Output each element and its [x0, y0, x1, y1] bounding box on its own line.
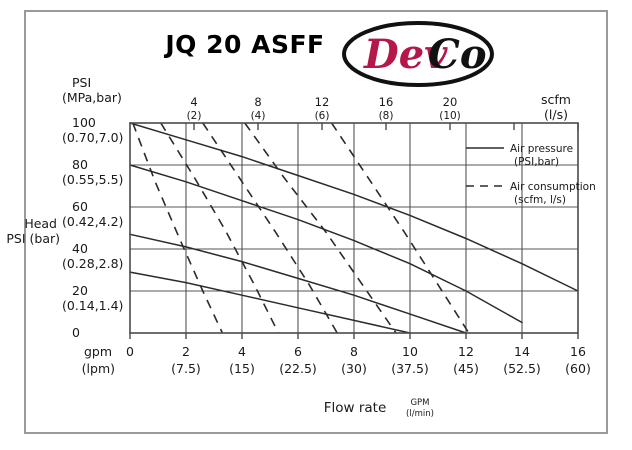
x-tick-primary: 4	[238, 344, 246, 359]
y-tick-secondary: (0.28,2.8)	[62, 256, 123, 271]
y-axis-unit-primary: PSI	[72, 75, 91, 90]
tick-marks-layer	[129, 123, 579, 339]
x-tick-secondary: (15)	[229, 361, 255, 376]
x-top-tick-secondary: (8)	[379, 110, 394, 122]
y-tick-secondary: (0.70,7.0)	[62, 130, 123, 145]
y-tick-primary: 80	[72, 157, 88, 172]
x-tick-primary: 14	[514, 344, 530, 359]
x-axis-unit-primary: gpm	[84, 344, 112, 359]
air-pressure-curve	[129, 271, 411, 334]
x-tick-primary: 16	[570, 344, 586, 359]
x-tick-primary: 6	[294, 344, 302, 359]
air-consumption-curve	[244, 122, 397, 334]
logo-text-co: Co	[428, 31, 487, 78]
x-axis-caption-unit1: GPM	[410, 398, 429, 408]
axis-labels-layer: PSI(MPa,bar)100(0.70,7.0)80(0.55,5.5)60(…	[6, 75, 590, 419]
x-tick-primary: 12	[458, 344, 474, 359]
y-tick-primary: 60	[72, 199, 88, 214]
x-tick-secondary: (37.5)	[391, 361, 429, 376]
legend-label-secondary: (scfm, l/s)	[514, 194, 566, 206]
y-axis-caption-line2: PSI (bar)	[6, 231, 60, 246]
x-tick-secondary: (22.5)	[279, 361, 317, 376]
x-top-tick-primary: 12	[315, 95, 330, 109]
x-tick-secondary: (52.5)	[503, 361, 541, 376]
y-axis-caption-line1: Head	[24, 216, 57, 231]
y-tick-secondary: (0.55,5.5)	[62, 172, 123, 187]
logo-ellipse	[342, 21, 494, 87]
x-tick-secondary: (60)	[565, 361, 591, 376]
x-top-tick-secondary: (2)	[187, 110, 202, 122]
x-tick-secondary: (30)	[341, 361, 367, 376]
x-top-tick-primary: 20	[443, 95, 458, 109]
y-tick-secondary: (0.14,1.4)	[62, 298, 123, 313]
x-top-tick-secondary: (4)	[251, 110, 266, 122]
x-tick-primary: 2	[182, 344, 190, 359]
plot-frame	[129, 122, 579, 334]
air-pressure-curve	[129, 233, 467, 334]
x-top-tick-secondary: (6)	[315, 110, 330, 122]
curves-layer	[129, 122, 579, 334]
chart-legend: Air pressure(PSI,bar) Air consumption(scf…	[466, 143, 596, 206]
x-top-tick-primary: 8	[254, 95, 261, 109]
x-top-unit-primary: scfm	[541, 92, 571, 107]
x-axis-caption: Flow rate	[324, 400, 387, 416]
legend-label-primary: Air consumption	[510, 181, 596, 193]
x-top-tick-primary: 4	[190, 95, 197, 109]
air-consumption-curve	[132, 122, 224, 334]
y-tick-primary: 40	[72, 241, 88, 256]
y-tick-primary: 100	[72, 115, 96, 130]
air-pressure-curve	[129, 164, 523, 324]
x-top-tick-secondary: (10)	[439, 110, 461, 122]
y-axis-unit-secondary: (MPa,bar)	[62, 90, 122, 105]
legend-label-primary: Air pressure	[510, 143, 573, 155]
devco-logo: Dev Co	[338, 18, 498, 90]
y-tick-primary: 0	[72, 325, 80, 340]
y-tick-primary: 20	[72, 283, 88, 298]
image-border	[24, 10, 608, 434]
x-tick-primary: 0	[126, 344, 134, 359]
x-tick-primary: 8	[350, 344, 358, 359]
x-axis-caption-unit2: (l/min)	[406, 409, 434, 419]
page-title: JQ 20 ASFF	[165, 30, 325, 59]
x-axis-unit-secondary: (lpm)	[82, 361, 115, 376]
grid-layer	[130, 123, 578, 333]
y-tick-secondary: (0.42,4.2)	[62, 214, 123, 229]
x-top-tick-primary: 16	[379, 95, 394, 109]
x-tick-secondary: (45)	[453, 361, 479, 376]
air-consumption-curve	[160, 122, 280, 334]
x-tick-primary: 10	[402, 344, 418, 359]
x-top-unit-secondary: (l/s)	[544, 107, 568, 122]
air-pressure-curve	[129, 122, 579, 292]
logo-text-dev: Dev	[363, 31, 448, 78]
air-consumption-curve	[330, 122, 470, 334]
x-tick-secondary: (7.5)	[171, 361, 201, 376]
legend-label-secondary: (PSI,bar)	[514, 156, 559, 168]
air-consumption-curve	[202, 122, 338, 334]
